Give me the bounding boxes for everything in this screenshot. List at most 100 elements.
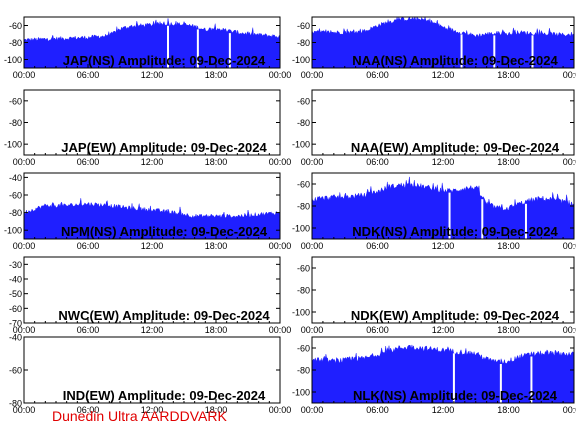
naa-ns-xtick-label-2: 12:00 bbox=[432, 70, 455, 80]
nlk-ns-title: NLK(NS) Amplitude: 09-Dec-2024 bbox=[353, 388, 558, 403]
naa-ns-dropout-2 bbox=[531, 35, 534, 68]
nwc-ew-ytick-label-4: -30 bbox=[9, 260, 22, 270]
jap-ew-ytick-label-1: -80 bbox=[9, 118, 22, 128]
npm-ns-ytick-label-2: -60 bbox=[9, 191, 22, 201]
footer-label: Dunedin Ultra AARDDVARK bbox=[52, 408, 227, 424]
naa-ew-xtick-label-3: 18:00 bbox=[497, 157, 520, 167]
npm-ns-ytick-label-3: -40 bbox=[9, 173, 22, 183]
naa-ns-title: NAA(NS) Amplitude: 09-Dec-2024 bbox=[352, 53, 558, 68]
ndk-ns-dropout-1 bbox=[481, 199, 484, 239]
jap-ew-xtick-label-4: 00:00 bbox=[269, 157, 292, 167]
ind-ew-title: IND(EW) Amplitude: 09-Dec-2024 bbox=[63, 388, 266, 403]
nlk-ns-ytick-label-0: -100 bbox=[292, 388, 310, 398]
nwc-ew-ytick-label-0: -70 bbox=[9, 319, 22, 329]
ind-ew-xtick-label-2: 12:00 bbox=[141, 405, 164, 415]
naa-ns-ytick-label-1: -80 bbox=[297, 38, 310, 48]
naa-ns-xtick-label-3: 18:00 bbox=[497, 70, 520, 80]
jap-ew-xtick-label-2: 12:00 bbox=[141, 157, 164, 167]
naa-ns-xtick-label-4: 00:00 bbox=[563, 70, 576, 80]
ind-ew-xtick-label-1: 06:00 bbox=[77, 405, 100, 415]
jap-ns-title: JAP(NS) Amplitude: 09-Dec-2024 bbox=[63, 53, 266, 68]
nwc-ew-chart: -70 -60 -50 -40 -30 00:00 06:00 12:00 18:00 00:00… bbox=[9, 256, 292, 335]
ndk-ew-xtick-label-3: 18:00 bbox=[497, 325, 520, 335]
naa-ew-chart: -100-80-6000:0006:0012:0018:0000:00NAA(E… bbox=[292, 89, 576, 167]
ndk-ns-xtick-label-4: 00:00 bbox=[563, 241, 576, 251]
ndk-ew-title: NDK(EW) Amplitude: 09-Dec-2024 bbox=[351, 308, 560, 323]
naa-ns-ytick-label-0: -100 bbox=[292, 55, 310, 65]
naa-ew-ytick-label-0: -100 bbox=[292, 140, 310, 150]
nwc-ew-ytick-label-3: -40 bbox=[9, 275, 22, 285]
ndk-ns-signal-area bbox=[311, 176, 575, 240]
ind-ew-ytick-label-1: -60 bbox=[9, 366, 22, 376]
npm-ns-xtick-label-0: 00:00 bbox=[13, 241, 36, 251]
nwc-ew-ytick-label-1: -60 bbox=[9, 304, 22, 314]
naa-ew-xtick-label-0: 00:00 bbox=[301, 157, 324, 167]
ndk-ew-xtick-label-1: 06:00 bbox=[366, 325, 389, 335]
nwc-ew-xtick-label-0: 00:00 bbox=[13, 325, 36, 335]
ndk-ew-xtick-label-4: 00:00 bbox=[563, 325, 576, 335]
ndk-ns-chart: -100 -80 -60 00:00 06:00 12:00 18:00 00:00 NDK(N… bbox=[292, 172, 576, 251]
npm-ns-ytick-label-1: -80 bbox=[9, 208, 22, 218]
jap-ew-ytick-label-0: -100 bbox=[4, 140, 22, 150]
nlk-ns-xtick-label-0: 00:00 bbox=[301, 405, 324, 415]
nlk-ns-ytick-label-1: -80 bbox=[297, 366, 310, 376]
npm-ns-signal-area bbox=[23, 198, 281, 240]
nlk-ns-xtick-label-3: 18:00 bbox=[497, 405, 520, 415]
jap-ns-xtick-label-1: 06:00 bbox=[77, 70, 100, 80]
nwc-ew-xtick-label-1: 06:00 bbox=[77, 325, 100, 335]
ndk-ew-xtick-label-2: 12:00 bbox=[432, 325, 455, 335]
naa-ew-xtick-label-2: 12:00 bbox=[432, 157, 455, 167]
naa-ew-xtick-label-4: 00:00 bbox=[563, 157, 576, 167]
nlk-ns-dropout-2 bbox=[530, 356, 533, 403]
jap-ns-xtick-label-4: 00:00 bbox=[269, 70, 292, 80]
ndk-ns-dropout-0 bbox=[448, 192, 451, 239]
ndk-ew-xtick-label-0: 00:00 bbox=[301, 325, 324, 335]
nwc-ew-xtick-label-2: 12:00 bbox=[141, 325, 164, 335]
ndk-ew-ytick-label-0: -100 bbox=[292, 308, 310, 318]
naa-ns-signal-area bbox=[311, 16, 575, 69]
naa-ew-xtick-label-1: 06:00 bbox=[366, 157, 389, 167]
npm-ns-xtick-label-2: 12:00 bbox=[141, 241, 164, 251]
jap-ew-title: JAP(EW) Amplitude: 09-Dec-2024 bbox=[61, 140, 267, 155]
nlk-ns-dropout-1 bbox=[499, 363, 502, 403]
jap-ew-xtick-label-1: 06:00 bbox=[77, 157, 100, 167]
npm-ns-xtick-label-4: 00:00 bbox=[269, 241, 292, 251]
nlk-ns-ytick-label-2: -60 bbox=[297, 344, 310, 354]
ndk-ew-chart: -100-80-6000:0006:0012:0018:0000:00NDK(E… bbox=[292, 256, 576, 335]
nwc-ew-ytick-label-2: -50 bbox=[9, 289, 22, 299]
naa-ns-dropout-0 bbox=[460, 34, 463, 68]
naa-ns-ytick-label-2: -60 bbox=[297, 21, 310, 31]
jap-ns-dropout-2 bbox=[228, 33, 231, 68]
jap-ns-ytick-label-0: -100 bbox=[4, 55, 22, 65]
ndk-ns-title: NDK(NS) Amplitude: 09-Dec-2024 bbox=[352, 224, 558, 239]
ndk-ns-dropout-2 bbox=[524, 203, 527, 239]
nwc-ew-xtick-label-4: 00:00 bbox=[269, 325, 292, 335]
jap-ns-ytick-label-2: -60 bbox=[9, 21, 22, 31]
nlk-ns-signal-area bbox=[311, 344, 575, 404]
jap-ew-xtick-label-3: 18:00 bbox=[205, 157, 228, 167]
jap-ns-signal-area bbox=[23, 18, 281, 69]
naa-ns-xtick-label-0: 00:00 bbox=[301, 70, 324, 80]
jap-ns-xtick-label-3: 18:00 bbox=[205, 70, 228, 80]
nlk-ns-xtick-label-4: 00:00 bbox=[563, 405, 576, 415]
ndk-ns-xtick-label-1: 06:00 bbox=[366, 241, 389, 251]
ndk-ew-ytick-label-1: -80 bbox=[297, 286, 310, 296]
ndk-ns-ytick-label-0: -100 bbox=[292, 224, 310, 234]
ind-ew-xtick-label-4: 00:00 bbox=[269, 405, 292, 415]
nlk-ns-xtick-label-2: 12:00 bbox=[432, 405, 455, 415]
jap-ns-dropout-0 bbox=[167, 25, 169, 68]
ind-ew-ytick-label-2: -40 bbox=[9, 333, 22, 343]
ind-ew-ytick-label-0: -80 bbox=[9, 399, 22, 409]
npm-ns-xtick-label-1: 06:00 bbox=[77, 241, 100, 251]
naa-ns-xtick-label-1: 06:00 bbox=[366, 70, 389, 80]
jap-ew-ytick-label-2: -60 bbox=[9, 96, 22, 106]
nwc-ew-title: NWC(EW) Amplitude: 09-Dec-2024 bbox=[58, 308, 270, 323]
jap-ns-xtick-label-0: 00:00 bbox=[13, 70, 36, 80]
ind-ew-xtick-label-0: 00:00 bbox=[13, 405, 36, 415]
jap-ns-dropout-1 bbox=[196, 29, 199, 68]
